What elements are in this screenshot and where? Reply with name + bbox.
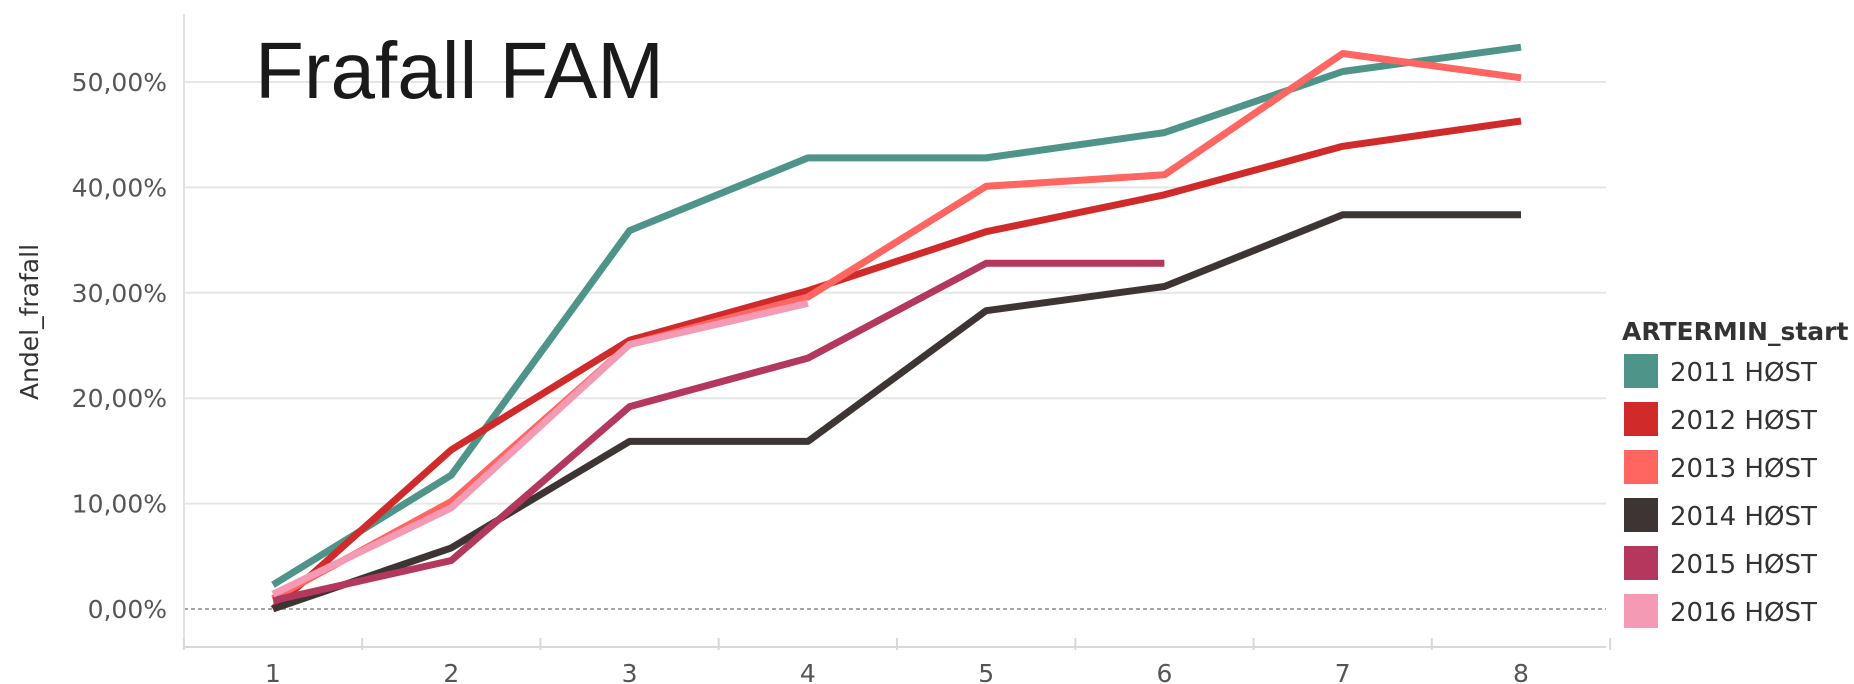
x-tick-label: 2 [443,659,459,684]
x-tick-label: 6 [1156,659,1172,684]
series-line-2014 [271,211,1521,613]
legend-item-label: 2016 HØST [1670,598,1817,628]
y-axis-title: Andel_frafall [15,244,44,400]
grid [184,81,1606,610]
series-lines [270,43,1522,613]
legend-swatch [1624,498,1658,532]
series-line-2013 [271,50,1522,602]
series-line-2016 [271,299,809,598]
y-tick-label: 20,00% [72,384,167,413]
x-tick-label: 7 [1335,659,1351,684]
y-tick-label: 50,00% [72,68,167,97]
legend-item-label: 2014 HØST [1670,502,1817,532]
x-tick-label: 5 [978,659,994,684]
series-line-2015 [272,259,1165,605]
legend: ARTERMIN_start 2011 HØST 2012 HØST 2013 HØS… [1622,317,1848,628]
chart-title: Frafall FAM [255,26,664,115]
legend-swatch [1624,450,1658,484]
legend-item-label: 2011 HØST [1670,358,1817,388]
legend-swatch [1624,594,1658,628]
series-line-2012 [270,117,1522,612]
legend-item-label: 2012 HØST [1670,406,1817,436]
legend-title: ARTERMIN_start [1622,317,1848,346]
y-tick-label: 0,00% [88,595,167,624]
y-tick-label: 30,00% [72,279,167,308]
y-tick-label: 40,00% [72,173,167,202]
x-tick-label: 3 [622,659,638,684]
y-tick-label: 10,00% [72,490,167,519]
x-tick-label: 1 [265,659,281,684]
legend-swatch [1624,402,1658,436]
axes: 0,00% 10,00% 20,00% 30,00% 40,00% 50,00% 1 2 3 4 5… [72,14,1612,684]
legend-swatch [1624,354,1658,388]
legend-item-label: 2013 HØST [1670,454,1817,484]
x-tick-label: 8 [1513,659,1529,684]
legend-swatch [1624,546,1658,580]
legend-item-label: 2015 HØST [1670,550,1817,580]
x-tick-label: 4 [800,659,816,684]
